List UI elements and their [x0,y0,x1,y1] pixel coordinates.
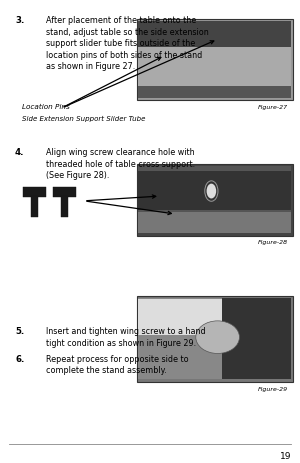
Bar [138,167,291,234]
Bar [136,296,292,382]
Text: 3.: 3. [15,16,24,25]
Bar [136,20,292,101]
Bar [138,22,291,99]
Bar [138,212,291,234]
Bar [138,22,291,48]
Text: Figure-29: Figure-29 [258,386,288,391]
Text: 5.: 5. [15,326,24,335]
Text: Align wing screw clearance hole with
threaded hole of table cross support.
(See : Align wing screw clearance hole with thr… [46,148,196,180]
Bar [138,87,291,99]
Bar [222,299,291,380]
Circle shape [207,184,216,199]
Bar [61,197,68,218]
Text: Side Extension Support Slider Tube: Side Extension Support Slider Tube [22,116,146,122]
Text: Repeat process for opposite side to
complete the stand assembly.: Repeat process for opposite side to comp… [46,354,189,375]
Text: Figure-28: Figure-28 [258,240,288,245]
Bar [138,48,291,89]
Bar [138,299,224,335]
Bar [31,197,38,218]
Text: Insert and tighten wing screw to a hand
tight condition as shown in Figure 29.: Insert and tighten wing screw to a hand … [46,326,206,347]
Text: 4.: 4. [15,148,25,157]
Text: Figure-27: Figure-27 [258,105,288,110]
Bar [136,164,292,236]
Bar [138,171,291,211]
Text: After placement of the table onto the
stand, adjust table so the side extension
: After placement of the table onto the st… [46,16,209,71]
Text: 6.: 6. [15,354,24,363]
Text: Location Pins: Location Pins [22,104,70,110]
Ellipse shape [196,321,239,354]
Bar [53,188,76,198]
Text: 19: 19 [280,451,291,460]
Bar [138,299,291,380]
Bar [23,188,46,198]
